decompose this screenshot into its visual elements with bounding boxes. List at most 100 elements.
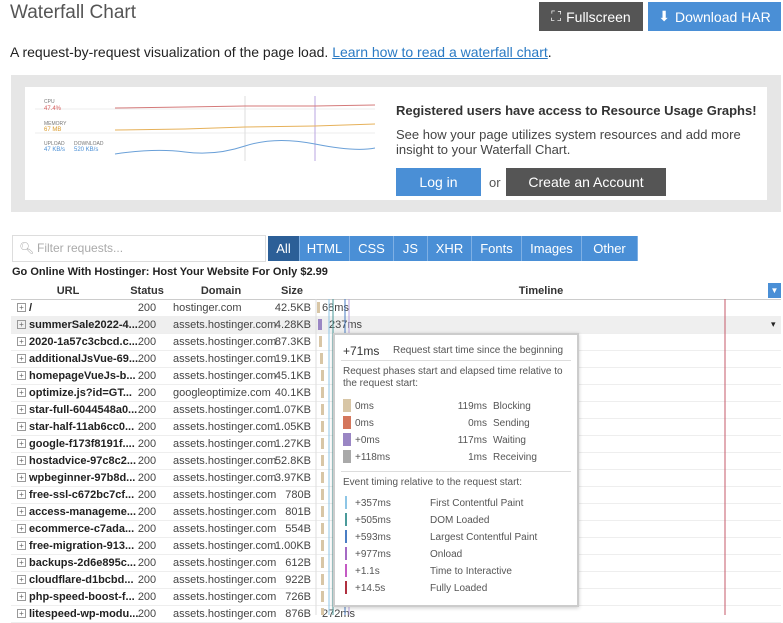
event-time: +505ms <box>355 515 391 526</box>
preview-label: MEMORY <box>44 121 67 127</box>
filter-tab[interactable]: XHR <box>428 236 472 261</box>
url: hostadvice-97c8c2... <box>29 455 137 467</box>
status: 200 <box>137 540 157 552</box>
domain: googleoptimize.com <box>173 387 271 399</box>
expand-icon[interactable]: + <box>17 337 26 346</box>
phase-start: 0ms <box>355 418 374 429</box>
status: 200 <box>137 591 157 603</box>
domain: assets.hostinger.com <box>173 591 277 603</box>
placeholder: Filter requests... <box>37 241 124 255</box>
timeline-menu[interactable]: ▼ <box>768 283 781 298</box>
status: 200 <box>137 489 157 501</box>
expand-icon[interactable]: + <box>17 490 26 499</box>
expand-icon[interactable]: + <box>17 473 26 482</box>
url: access-manageme... <box>29 506 137 518</box>
event-swatch <box>345 496 347 509</box>
request-bar <box>320 353 323 364</box>
event-name: DOM Loaded <box>430 515 490 526</box>
phase-swatch <box>343 399 351 412</box>
timing: 237ms <box>329 319 363 331</box>
size: 554B <box>285 523 311 535</box>
expand-icon[interactable]: + <box>17 303 26 312</box>
domain: assets.hostinger.com <box>173 540 277 552</box>
request-bar <box>321 387 324 398</box>
phase-duration: 1ms <box>468 452 487 463</box>
event-swatch <box>345 564 347 577</box>
size: 40.1KB <box>274 387 311 399</box>
expand-icon[interactable]: + <box>17 592 26 601</box>
filter-tab[interactable]: Images <box>522 236 582 261</box>
status: 200 <box>137 455 157 467</box>
event-name: Onload <box>430 549 463 560</box>
expand-icon[interactable]: + <box>17 354 26 363</box>
expand-icon[interactable]: + <box>17 422 26 431</box>
download-button[interactable]: ⬇ Download HAR <box>648 2 781 31</box>
tooltip-start-label: Request start time since the beginning <box>393 345 564 356</box>
phase-duration: 119ms <box>457 401 487 412</box>
expand-icon[interactable]: + <box>17 320 26 329</box>
filter-tab[interactable]: Fonts <box>472 236 522 261</box>
column-header: Timeline <box>518 285 564 297</box>
create-account-button[interactable]: Create an Account <box>506 168 666 196</box>
filter-input[interactable]: 🔍︎ Filter requests... <box>12 235 266 262</box>
expand-icon[interactable]: + <box>17 388 26 397</box>
events-heading: Event timing relative to the request sta… <box>343 477 522 488</box>
status: 200 <box>137 421 157 433</box>
status: 200 <box>137 523 157 535</box>
login-button[interactable]: Log in <box>396 168 481 196</box>
preview-label: DOWNLOAD <box>74 141 104 147</box>
expand-icon[interactable]: + <box>17 507 26 516</box>
filter-tab[interactable]: HTML <box>300 236 350 261</box>
request-bar <box>321 608 324 615</box>
filter-tab[interactable]: CSS <box>350 236 394 261</box>
domain: assets.hostinger.com <box>173 421 277 433</box>
size: 1.05KB <box>274 421 311 433</box>
url: 2020-1a57c3cbcd.c... <box>29 336 138 348</box>
filter-tab[interactable]: JS <box>394 236 428 261</box>
filter-tab[interactable]: All <box>268 236 300 261</box>
domain: assets.hostinger.com <box>173 438 277 450</box>
domain: assets.hostinger.com <box>173 370 277 382</box>
size: 922B <box>285 574 311 586</box>
size: 87.3KB <box>274 336 311 348</box>
event-time: +1.1s <box>355 566 380 577</box>
event-time: +14.5s <box>355 583 386 594</box>
size: 52.8KB <box>274 455 311 467</box>
url: google-f173f8191f.... <box>29 438 135 450</box>
size: 45.1KB <box>274 370 311 382</box>
preview-value: 47.4% <box>44 106 62 112</box>
request-bar <box>321 489 324 500</box>
button-label: Download HAR <box>675 8 771 25</box>
request-bar <box>321 370 324 381</box>
event-time: +357ms <box>355 498 391 509</box>
domain: assets.hostinger.com <box>173 557 277 569</box>
fullscreen-button[interactable]: ⛶ Fullscreen <box>539 2 643 31</box>
request-bar <box>321 523 324 534</box>
expand-icon[interactable]: + <box>17 456 26 465</box>
url: ecommerce-c7ada... <box>29 523 135 535</box>
domain: assets.hostinger.com <box>173 489 277 501</box>
header-row <box>11 282 781 300</box>
phase-start: 0ms <box>355 401 374 412</box>
status: 200 <box>137 353 157 365</box>
status: 200 <box>137 574 157 586</box>
filter-tab[interactable]: Other <box>582 236 638 261</box>
expand-icon[interactable]: + <box>17 575 26 584</box>
expand-icon[interactable]: + <box>17 371 26 380</box>
expand-icon[interactable]: + <box>17 541 26 550</box>
phase-start: +118ms <box>355 452 391 463</box>
button-label: Fullscreen <box>566 8 631 25</box>
event-name: Fully Loaded <box>430 583 488 594</box>
expand-icon[interactable]: + <box>17 405 26 414</box>
row-menu[interactable]: ▾ <box>771 319 776 329</box>
request-bar <box>321 591 324 602</box>
preview-value: 67 MB <box>44 127 62 133</box>
phase-name: Sending <box>493 418 530 429</box>
expand-icon[interactable]: + <box>17 524 26 533</box>
request-bar <box>321 506 324 517</box>
column-header: Status <box>130 285 164 297</box>
expand-icon[interactable]: + <box>17 439 26 448</box>
request-bar <box>321 540 324 551</box>
help-link[interactable]: Learn how to read a waterfall chart <box>332 44 548 60</box>
expand-icon[interactable]: + <box>17 558 26 567</box>
